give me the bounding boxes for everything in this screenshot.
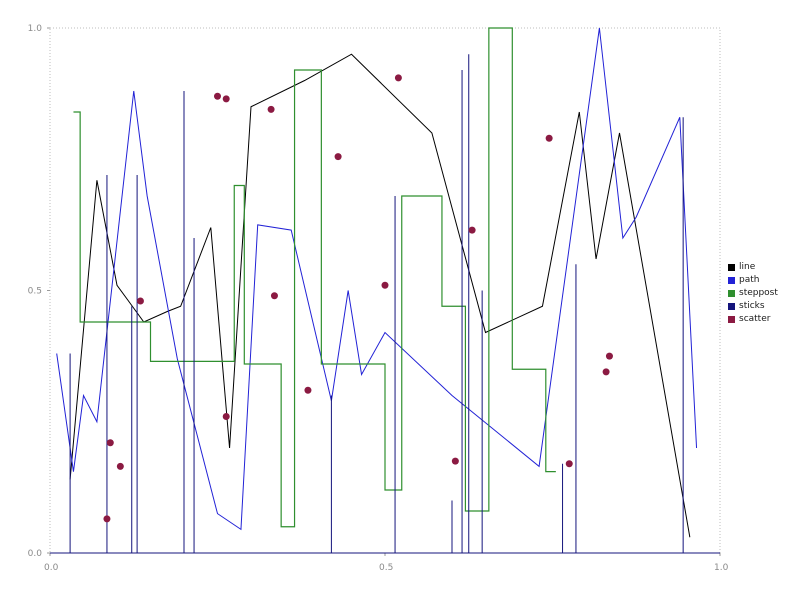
- legend-item-line: line: [728, 262, 778, 272]
- scatter-point: [451, 457, 459, 465]
- series-steppost: [73, 27, 556, 528]
- legend-swatch-line: [728, 263, 735, 271]
- legend-swatch-sticks: [728, 302, 735, 310]
- scatter-point: [304, 386, 312, 394]
- scatter-point: [106, 439, 114, 447]
- series-path: [56, 27, 698, 531]
- legend-item-path: path: [728, 275, 778, 285]
- legend-swatch-path: [728, 276, 735, 284]
- legend-item-steppost: steppost: [728, 288, 778, 298]
- scatter-point: [605, 352, 613, 360]
- scatter-point: [270, 292, 278, 300]
- legend-label-sticks: sticks: [739, 301, 765, 311]
- legend-label-line: line: [739, 262, 756, 272]
- scatter-point: [394, 74, 402, 82]
- scatter-point: [116, 462, 124, 470]
- y-tick-label: 0.5: [28, 287, 42, 297]
- scatter-point: [545, 134, 553, 142]
- scatter-point: [267, 105, 275, 113]
- legend-item-scatter: scatter: [728, 314, 778, 324]
- y-tick-label: 1.0: [28, 24, 43, 34]
- scatter-point: [214, 92, 221, 100]
- scatter-point: [468, 226, 476, 234]
- scatter-point: [565, 460, 573, 468]
- legend-label-path: path: [739, 275, 760, 285]
- legend-item-sticks: sticks: [728, 301, 778, 311]
- x-tick-label: 0.0: [44, 563, 59, 573]
- x-tick-label: 1.0: [714, 563, 729, 573]
- y-tick-label: 0.0: [28, 549, 43, 559]
- scatter-point: [602, 368, 610, 376]
- legend-label-steppost: steppost: [739, 288, 778, 298]
- legend-swatch-steppost: [728, 289, 735, 297]
- scatter-point: [103, 515, 111, 523]
- scatter-point: [334, 153, 342, 161]
- scatter-point: [222, 95, 230, 103]
- scatter-point: [381, 281, 389, 289]
- scatter-point: [136, 297, 144, 305]
- legend-swatch-scatter: [728, 315, 735, 323]
- scatter-point: [222, 413, 230, 420]
- x-tick-label: 0.5: [379, 563, 393, 573]
- legend-label-scatter: scatter: [739, 314, 771, 324]
- legend: line path steppost sticks scatter: [728, 262, 778, 324]
- series-line: [69, 53, 691, 538]
